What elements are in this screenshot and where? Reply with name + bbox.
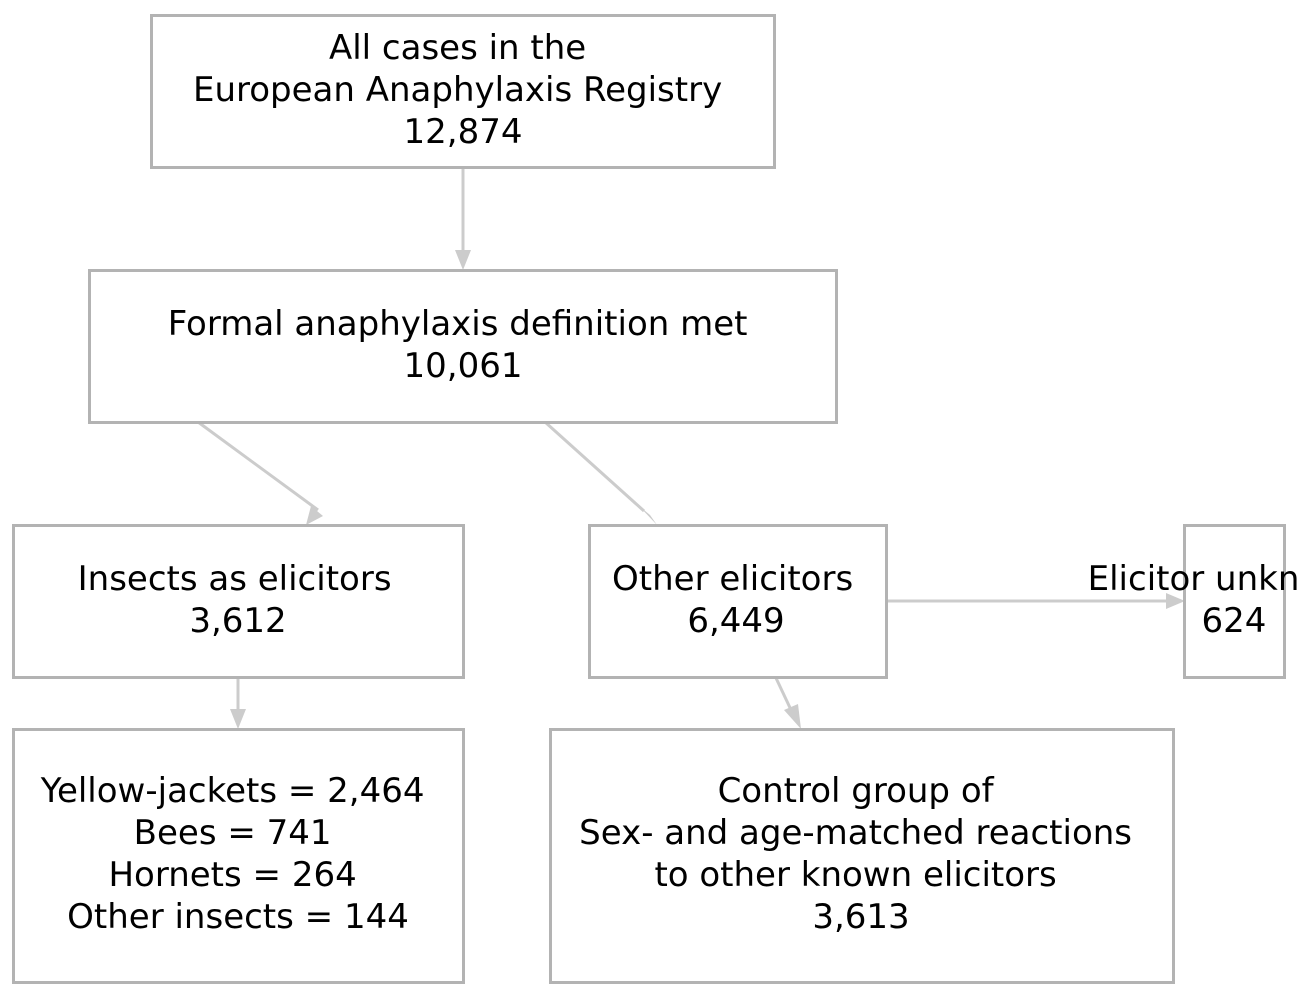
node-unknown-text: Elicitor unknown 624: [1088, 559, 1300, 641]
node-unknown-box: [1183, 524, 1286, 679]
node-all-cases-line-2: European Anaphylaxis Registry: [193, 70, 722, 110]
node-insects-box: [12, 524, 465, 679]
node-insects-count: 3,612: [189, 601, 286, 641]
edges: [197, 168, 1185, 729]
node-insects-text: Insects as elicitors 3,612: [78, 559, 403, 641]
node-insect-types: Yellow-jackets = 2,464 Bees = 741 Hornet…: [12, 728, 465, 984]
node-insect-types-box: [12, 728, 465, 984]
edge-formal-def-to-other: [543, 420, 646, 513]
node-control-count: 3,613: [812, 897, 909, 937]
node-unknown-count: 624: [1202, 601, 1267, 641]
arrowhead-insects-to-insect-types: [230, 709, 246, 729]
node-formal-def-line-1: Formal anaphylaxis definition met: [168, 304, 748, 344]
edge-formal-def-to-insects: [197, 420, 319, 512]
node-control-line-2: Sex- and age-matched reactions: [579, 813, 1132, 853]
node-formal-def-box: [88, 269, 838, 424]
node-all-cases-count: 12,874: [404, 112, 523, 152]
node-control-line-3: to other known elicitors: [654, 855, 1056, 895]
arrowhead-formal-def-to-insects: [306, 506, 323, 525]
node-control: Control group of Sex- and age-matched re…: [549, 728, 1175, 984]
node-unknown-line-1: Elicitor unknown: [1088, 559, 1300, 599]
insect-other: Other insects = 144: [67, 897, 409, 937]
insect-hornets: Hornets = 264: [108, 855, 356, 895]
node-formal-def-text: Formal anaphylaxis definition met 10,061: [168, 304, 759, 386]
arrowhead-other-to-unknown: [1166, 593, 1185, 609]
node-other-box: [588, 524, 888, 679]
insect-bees: Bees = 741: [134, 813, 332, 853]
edge-other-to-control: [774, 677, 794, 713]
node-other-text: Other elicitors 6,449: [612, 559, 864, 641]
node-control-box: [549, 728, 1175, 984]
node-other-count: 6,449: [687, 601, 784, 641]
arrowhead-all-cases-to-formal-def: [455, 250, 471, 270]
node-formal-def-count: 10,061: [404, 346, 523, 386]
node-unknown: Elicitor unknown 624: [1088, 524, 1300, 679]
node-insects-line-1: Insects as elicitors: [78, 559, 392, 599]
node-control-line-1: Control group of: [718, 771, 995, 811]
node-other: Other elicitors 6,449: [588, 524, 888, 679]
node-all-cases-text: All cases in the European Anaphylaxis Re…: [193, 28, 733, 152]
node-formal-def: Formal anaphylaxis definition met 10,061: [88, 269, 838, 424]
node-control-text: Control group of Sex- and age-matched re…: [579, 771, 1143, 937]
node-all-cases: All cases in the European Anaphylaxis Re…: [150, 14, 776, 169]
arrowhead-other-to-control: [784, 704, 801, 729]
node-insects: Insects as elicitors 3,612: [12, 524, 465, 679]
node-insect-types-text: Yellow-jackets = 2,464 Bees = 741 Hornet…: [40, 771, 436, 937]
node-all-cases-line-1: All cases in the: [329, 28, 586, 68]
insect-yellow-jackets: Yellow-jackets = 2,464: [40, 771, 425, 811]
node-other-line-1: Other elicitors: [612, 559, 853, 599]
arrowhead-formal-def-to-other: [638, 505, 657, 525]
node-all-cases-box: [150, 14, 776, 169]
